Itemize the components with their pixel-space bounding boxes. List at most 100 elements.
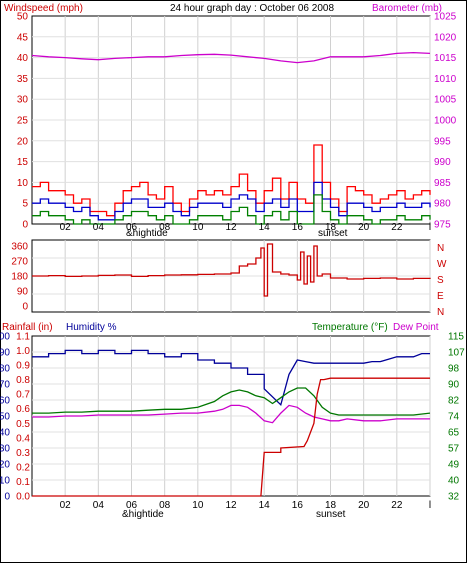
barometer-tick: 1015 xyxy=(434,53,457,64)
rainfall-tick: 0.1 xyxy=(16,477,30,488)
humidity-tick-labels: 0 10 20 30 40 50 60 70 80 90 100 xyxy=(0,332,10,503)
windspeed-tick: 45 xyxy=(17,32,29,43)
compass-letter: E xyxy=(437,291,444,302)
windspeed-tick: 30 xyxy=(17,95,29,106)
rainfall-tick-labels: 0.0 0.1 0.2 0.3 0.4 0.5 0.6 0.7 0.8 0.9 1.0 1.1 xyxy=(16,332,30,503)
windspeed-tick: 15 xyxy=(17,157,29,168)
humidity-tick: 60 xyxy=(0,396,10,407)
temperature-line xyxy=(32,387,431,416)
barometer-tick: 1020 xyxy=(434,32,457,43)
x-tick-label: 02 xyxy=(60,500,72,511)
humidity-tick: 40 xyxy=(0,428,10,439)
x-tick-label: 10 xyxy=(192,222,204,233)
wind-series xyxy=(31,51,431,225)
dew_point-line xyxy=(32,404,430,424)
humidity-tick: 90 xyxy=(0,348,10,359)
rainfall-tick: 0.9 xyxy=(16,361,30,372)
x-tick-label: l xyxy=(429,500,431,511)
barometer-tick: 1005 xyxy=(434,95,457,106)
temperature-tick: 98 xyxy=(448,364,460,375)
barometer-tick: 980 xyxy=(434,199,451,210)
x-tick-label: 18 xyxy=(325,222,337,233)
rainfall-tick: 0.7 xyxy=(16,390,30,401)
compass-letter: S xyxy=(437,275,444,286)
x-tick-label: 14 xyxy=(259,500,271,511)
windspeed-tick-labels: 0 5 10 15 20 25 30 35 40 45 50 xyxy=(17,12,29,231)
temperature-tick: 115 xyxy=(448,332,464,343)
wind_avg-line xyxy=(32,181,431,221)
barometer-line xyxy=(31,51,431,64)
humidity-tick: 70 xyxy=(0,380,10,391)
barometer-tick: 995 xyxy=(434,136,451,147)
rainfall-tick: 0.5 xyxy=(16,419,30,430)
x-tick-label: 06 xyxy=(126,222,138,233)
windspeed-axis-label: Windspeed (mph) xyxy=(4,3,83,14)
temperature-tick: 90 xyxy=(448,380,460,391)
rainfall-tick: 1.0 xyxy=(16,346,30,357)
compass-letter: N xyxy=(437,307,444,318)
barometer-tick: 990 xyxy=(434,157,451,168)
rainfall-tick: 0.6 xyxy=(16,404,30,415)
temperature-tick: 40 xyxy=(448,476,460,487)
direction-tick-labels: 0 90 180 270 360 xyxy=(11,242,28,313)
x-tick-label: 08 xyxy=(159,500,171,511)
barometer-tick-labels: 975 980 985 990 995 1000 1005 1010 1015 1020 1025 xyxy=(434,12,457,231)
hightide-marker: &hightide xyxy=(126,228,168,239)
x-tick-label: 22 xyxy=(391,222,403,233)
direction-tick: 360 xyxy=(11,242,28,253)
barometer-tick: 1010 xyxy=(434,74,457,85)
barometer-tick: 985 xyxy=(434,178,451,189)
x-tick-label: 14 xyxy=(259,222,271,233)
wind_low-line xyxy=(32,194,431,225)
direction-grid xyxy=(32,240,431,312)
x-tick-label: 10 xyxy=(192,500,204,511)
temperature-tick: 49 xyxy=(448,460,460,471)
windspeed-tick: 0 xyxy=(22,220,28,231)
sunset-marker-2: sunset xyxy=(316,509,346,520)
compass-letter: W xyxy=(437,259,447,270)
climate-series xyxy=(32,349,431,497)
x-tick-label: 04 xyxy=(93,222,105,233)
x-tick-label: 20 xyxy=(358,500,370,511)
humidity-line xyxy=(32,349,430,407)
humidity-tick: 10 xyxy=(0,476,10,487)
rainfall-tick: 0.4 xyxy=(16,433,30,444)
barometer-axis-label: Barometer (mb) xyxy=(372,3,442,14)
climate-x-tick-labels: 02 04 06 08 10 12 14 16 18 20 22 l xyxy=(60,500,432,511)
barometer-tick: 1025 xyxy=(434,12,457,23)
hightide-marker-2: &hightide xyxy=(122,509,164,520)
humidity-tick: 20 xyxy=(0,460,10,471)
x-tick-label: l xyxy=(429,222,431,233)
wind_direction-line xyxy=(32,243,431,297)
direction-tick: 270 xyxy=(11,257,28,268)
temperature-tick: 74 xyxy=(448,412,460,423)
temperature-tick: 32 xyxy=(448,492,460,503)
windspeed-tick: 5 xyxy=(22,199,28,210)
windspeed-tick: 10 xyxy=(17,178,29,189)
x-tick-label: 06 xyxy=(126,500,138,511)
temperature-tick-labels: 32 40 49 57 65 74 82 90 98 107 115 xyxy=(448,332,465,503)
dewpoint-axis-label: Dew Point xyxy=(393,322,439,333)
x-tick-label: 02 xyxy=(60,222,72,233)
barometer-tick: 1000 xyxy=(434,116,457,127)
humidity-tick: 50 xyxy=(0,412,10,423)
direction-tick: 90 xyxy=(17,287,29,298)
rainfall-tick: 0.2 xyxy=(16,462,30,473)
x-tick-label: 12 xyxy=(225,222,237,233)
x-tick-label: 22 xyxy=(391,500,403,511)
x-tick-label: 16 xyxy=(292,222,304,233)
humidity-tick: 30 xyxy=(0,444,10,455)
compass-letter: N xyxy=(437,243,444,254)
humidity-tick: 80 xyxy=(0,364,10,375)
windspeed-tick: 40 xyxy=(17,53,29,64)
rainfall-tick: 1.1 xyxy=(16,332,30,343)
rainfall-tick: 0.8 xyxy=(16,375,30,386)
temperature-axis-label: Temperature (°F) xyxy=(312,322,388,333)
temperature-tick: 57 xyxy=(448,444,460,455)
x-tick-label: 18 xyxy=(325,500,337,511)
x-tick-label: 04 xyxy=(93,500,105,511)
rainfall-axis-label: Rainfall (in) xyxy=(2,322,53,333)
windspeed-tick: 20 xyxy=(17,136,29,147)
